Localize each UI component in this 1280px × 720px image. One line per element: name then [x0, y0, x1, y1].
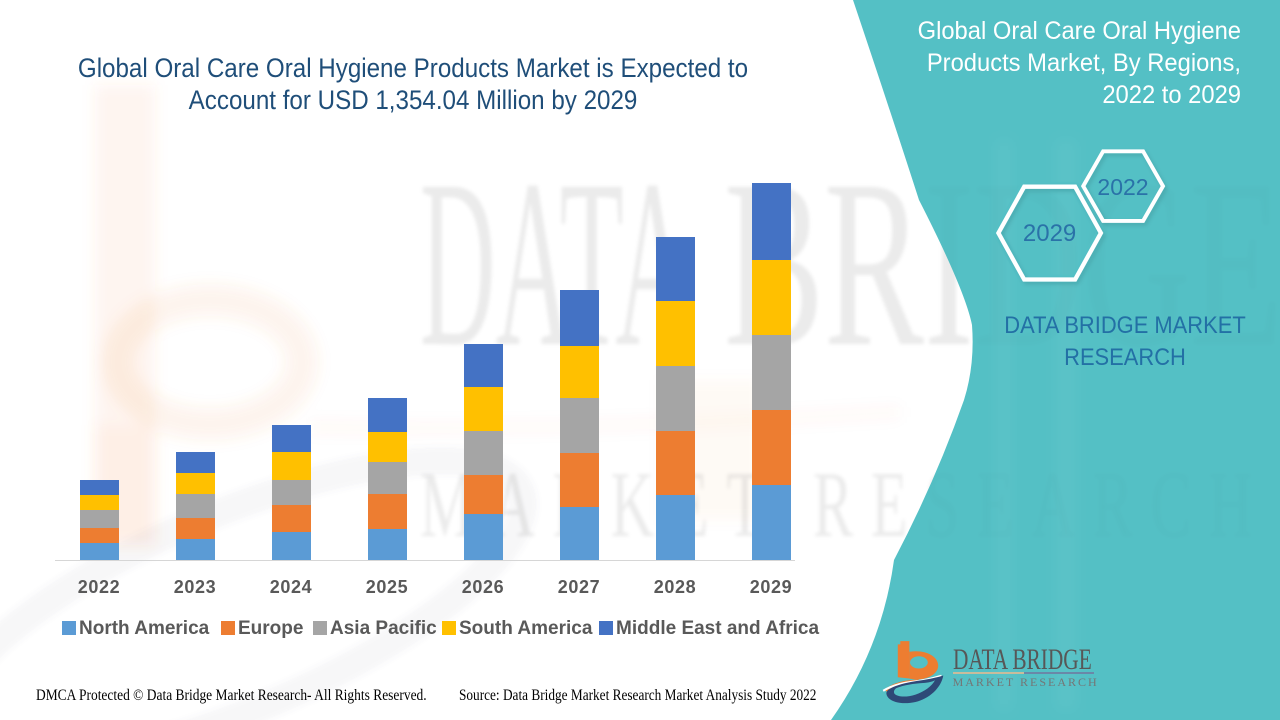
- svg-text:DATA: DATA: [420, 130, 691, 396]
- svg-text:2022: 2022: [1097, 174, 1148, 200]
- svg-text:2029: 2029: [1023, 220, 1076, 247]
